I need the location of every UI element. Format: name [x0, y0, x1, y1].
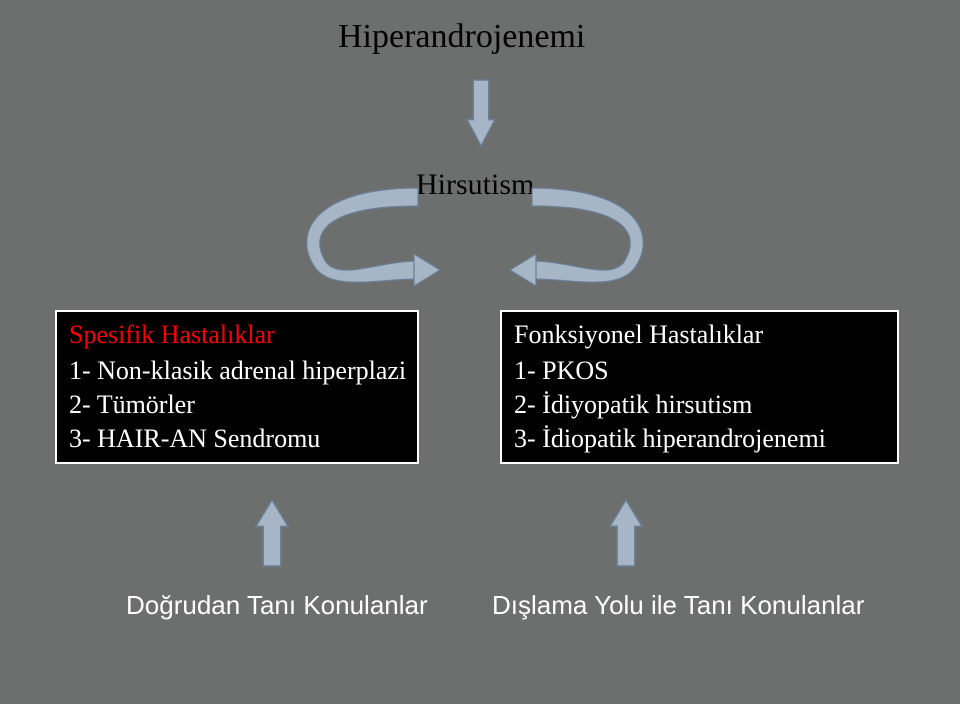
left-box: Spesifik Hastalıklar 1- Non-klasik adrena…	[55, 310, 419, 464]
arrow-up-right	[610, 500, 642, 566]
right-box-line-2: 2- İdiyopatik hirsutism	[514, 390, 752, 420]
left-box-line-3: 3- HAIR-AN Sendromu	[69, 424, 320, 454]
right-box-line-0: Fonksiyonel Hastalıklar	[514, 320, 763, 350]
right-box: Fonksiyonel Hastalıklar 1- PKOS 2- İdiyopa…	[500, 310, 899, 464]
title-text: Hiperandrojenemi	[338, 18, 585, 56]
diagram-stage: HiperandrojenemiHirsutismSpesifik Hastal…	[0, 0, 960, 704]
right-box-line-3: 3- İdiopatik hiperandrojenemi	[514, 424, 826, 454]
right-caption: Dışlama Yolu ile Tanı Konulanlar	[492, 590, 864, 621]
left-box-line-1: 1- Non-klasik adrenal hiperplazi	[69, 356, 406, 386]
left-box-line-0: Spesifik Hastalıklar	[69, 320, 275, 350]
curved-arrow-right	[500, 175, 660, 305]
left-caption: Doğrudan Tanı Konulanlar	[126, 590, 428, 621]
curved-arrow-left	[290, 175, 450, 305]
arrow-down-top	[467, 80, 495, 146]
right-box-line-1: 1- PKOS	[514, 356, 609, 386]
arrow-up-left	[256, 500, 288, 566]
left-box-line-2: 2- Tümörler	[69, 390, 195, 420]
